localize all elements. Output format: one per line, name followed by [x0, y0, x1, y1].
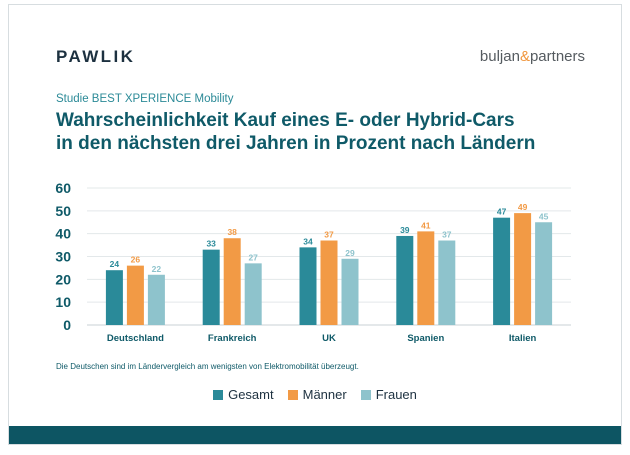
legend-swatch-gesamt [213, 389, 224, 400]
pawlik-logo: PAWLIK [56, 47, 136, 66]
legend-label-frauen: Frauen [375, 387, 417, 402]
y-tick-label: 60 [55, 180, 71, 196]
x-tick-label: Deutschland [107, 333, 164, 344]
bar-frauen [535, 222, 553, 325]
x-tick-label: UK [322, 333, 336, 344]
x-tick-label: Spanien [407, 333, 444, 344]
legend-swatch-frauen [360, 389, 371, 400]
bar-maenner [320, 240, 338, 325]
legend-label-maenner: Männer [302, 387, 347, 402]
data-label-gesamt: 47 [497, 207, 507, 217]
y-tick-label: 50 [55, 203, 71, 219]
legend-item-maenner: Männer [287, 387, 347, 402]
legend-swatch-maenner [287, 389, 298, 400]
logo-part-2: partners [529, 48, 585, 65]
data-label-maenner: 37 [324, 230, 334, 240]
data-label-frauen: 22 [152, 264, 162, 274]
y-tick-label: 30 [55, 249, 71, 265]
legend-label-gesamt: Gesamt [228, 387, 274, 402]
legend-item-frauen: Frauen [360, 387, 417, 402]
chart-legend: Gesamt Männer Frauen [9, 387, 621, 402]
bar-maenner [417, 231, 435, 325]
bar-gesamt [396, 235, 414, 325]
y-tick-label: 20 [55, 271, 71, 287]
data-label-maenner: 26 [131, 255, 141, 265]
bar-frauen [147, 274, 165, 325]
data-label-maenner: 41 [421, 220, 431, 230]
data-label-frauen: 29 [345, 248, 355, 258]
bar-gesamt [493, 217, 511, 325]
bar-maenner [514, 213, 532, 325]
chart-title-line-1: Wahrscheinlichkeit Kauf eines E- oder Hy… [56, 110, 515, 131]
y-tick-label: 0 [63, 317, 71, 333]
bar-frauen [244, 263, 262, 325]
infographic-card: PAWLIK buljan&partners Studie BEST XPERI… [8, 4, 622, 445]
bar-frauen [341, 258, 359, 325]
buljan-partners-logo: buljan&partners [480, 48, 585, 65]
footnote: Die Deutschen sind im Ländervergleich am… [56, 362, 359, 371]
y-tick-label: 40 [55, 226, 71, 242]
logo-ampersand: & [519, 48, 530, 65]
data-label-frauen: 45 [539, 211, 549, 221]
data-label-frauen: 27 [248, 252, 258, 262]
logo-part-1: buljan [479, 48, 520, 65]
bar-chart: 0 10 20 30 40 50 60 24 26 22 Deutschland 33 38 27 Fran… [55, 180, 571, 344]
chart-title: Wahrscheinlichkeit Kauf eines E- oder Hy… [56, 109, 596, 155]
data-label-maenner: 49 [518, 202, 528, 212]
study-kicker: Studie BEST XPERIENCE Mobility [56, 93, 234, 105]
bar-gesamt [202, 249, 220, 325]
data-label-maenner: 38 [227, 227, 237, 237]
x-tick-label: Frankreich [208, 333, 257, 344]
data-label-frauen: 37 [442, 230, 452, 240]
bar-frauen [438, 240, 456, 325]
bar-gesamt [105, 270, 123, 325]
x-tick-label: Italien [509, 333, 537, 344]
data-label-gesamt: 39 [400, 225, 410, 235]
footer-bar [9, 426, 621, 444]
bar-maenner [126, 265, 144, 325]
data-label-gesamt: 34 [303, 236, 313, 246]
y-tick-label: 10 [55, 294, 71, 310]
chart-title-line-2: in den nächsten drei Jahren in Prozent n… [56, 133, 536, 154]
bar-gesamt [299, 247, 317, 325]
data-label-gesamt: 33 [206, 239, 216, 249]
data-label-gesamt: 24 [110, 259, 120, 269]
legend-item-gesamt: Gesamt [213, 387, 274, 402]
bar-maenner [223, 238, 241, 325]
